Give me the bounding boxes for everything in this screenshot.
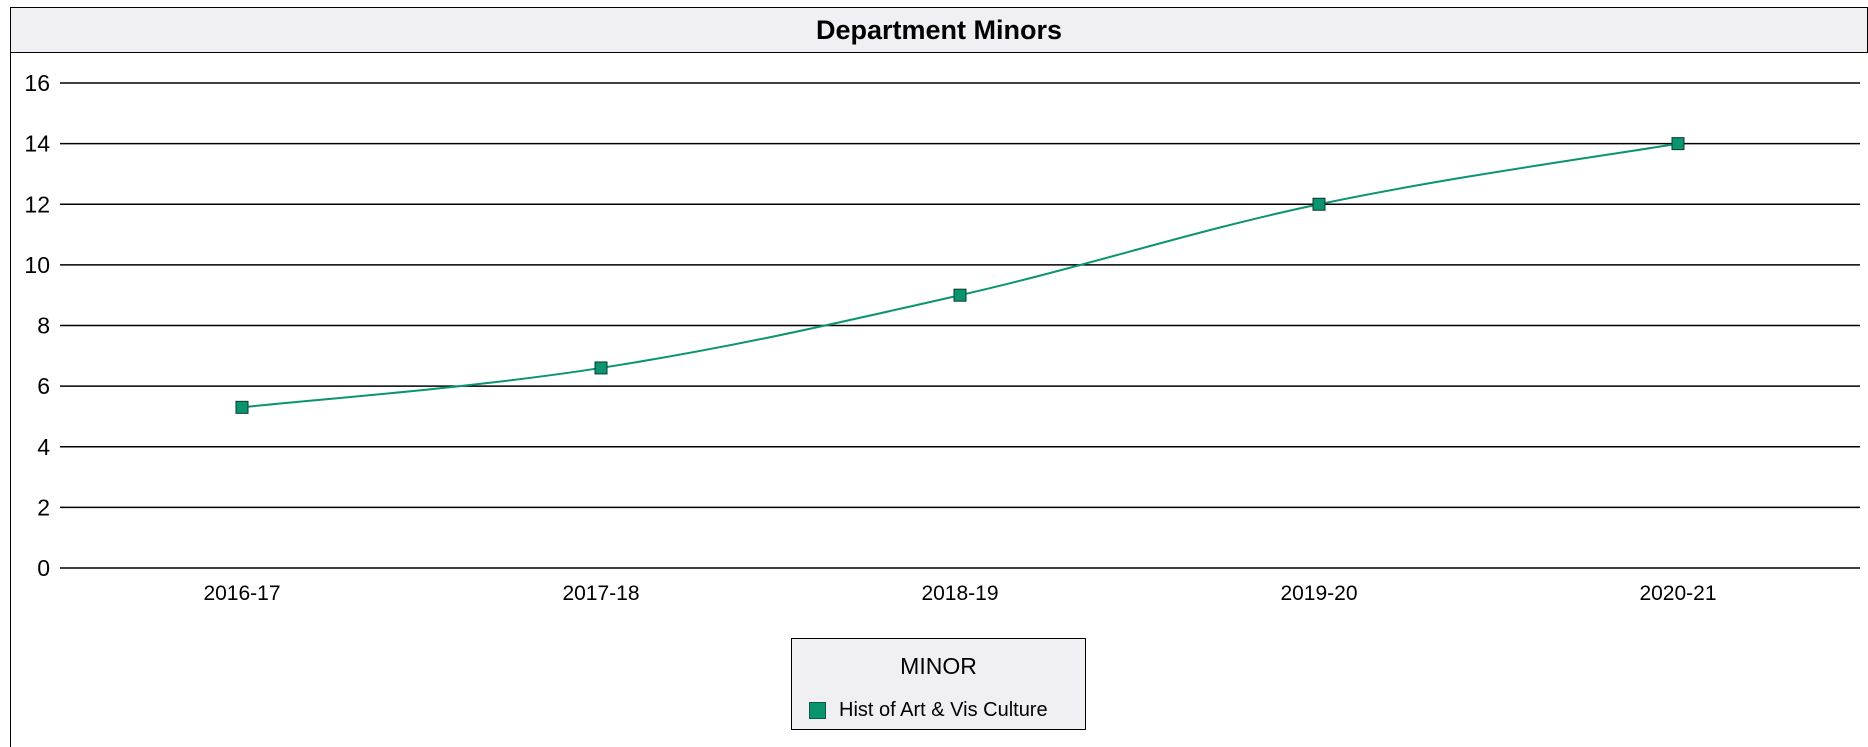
- series-line: [241, 142, 1679, 409]
- x-tick-label: 2019-20: [1280, 582, 1357, 605]
- data-point: [1671, 137, 1685, 151]
- legend-title: MINOR: [900, 653, 977, 679]
- legend-swatch: [809, 702, 826, 719]
- data-point: [1312, 197, 1326, 211]
- data-point: [235, 400, 249, 414]
- y-tick-label: 4: [37, 434, 50, 460]
- y-tick-label: 14: [24, 131, 50, 157]
- grid-lines: [60, 82, 1860, 569]
- x-tick-label: 2020-21: [1639, 582, 1716, 605]
- y-tick-label: 8: [37, 313, 50, 339]
- data-point: [594, 361, 608, 375]
- y-tick-label: 10: [24, 252, 50, 278]
- chart-frame: [10, 7, 1868, 747]
- legend: MINOR Hist of Art & Vis Culture: [791, 638, 1086, 730]
- series-group: [235, 137, 1685, 414]
- x-axis-ticks: 2016-17 2017-18 2018-19 2019-20 2020-21: [203, 582, 1716, 605]
- y-tick-label: 6: [37, 373, 50, 399]
- x-tick-label: 2017-18: [562, 582, 639, 605]
- y-tick-label: 12: [24, 191, 50, 217]
- y-tick-label: 0: [37, 555, 50, 581]
- legend-item: Hist of Art & Vis Culture: [809, 699, 1048, 722]
- y-axis-ticks: 0 2 4 6 8 10 12 14 16: [24, 70, 50, 581]
- y-tick-label: 2: [37, 494, 50, 520]
- chart-title: Department Minors: [815, 14, 1063, 45]
- x-tick-label: 2018-19: [921, 582, 998, 605]
- chart-title-bar: Department Minors: [10, 7, 1868, 53]
- x-tick-label: 2016-17: [203, 582, 280, 605]
- data-point: [953, 288, 967, 302]
- y-tick-label: 16: [24, 70, 50, 96]
- legend-label: Hist of Art & Vis Culture: [839, 699, 1048, 721]
